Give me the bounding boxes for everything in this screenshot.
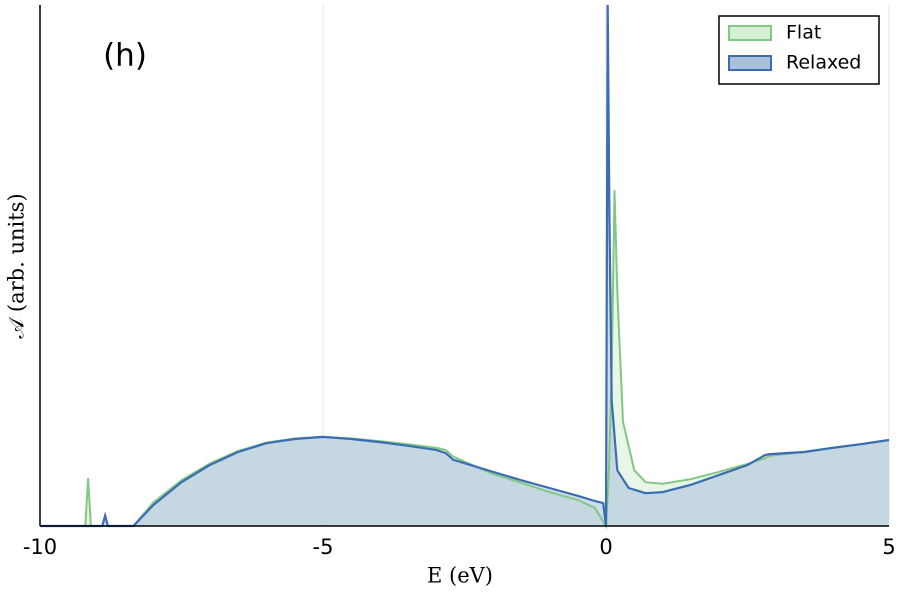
legend: Flat Relaxed (718, 15, 880, 85)
legend-label: Flat (786, 22, 821, 44)
legend-swatch (728, 25, 772, 41)
x-tick-label: 5 (882, 535, 895, 559)
x-tick-label: 0 (599, 535, 612, 559)
x-tick-label: -5 (313, 535, 334, 559)
legend-label: Relaxed (786, 52, 861, 74)
legend-swatch (728, 55, 772, 71)
x-axis-label: E (eV) (427, 564, 493, 588)
series-line (40, 189, 890, 530)
x-tick-label: -10 (23, 535, 57, 559)
y-axis-label: 𝒜 (arb. units) (5, 193, 29, 338)
area-fill (40, 5, 889, 526)
series-line (40, 4, 890, 528)
panel-label: (h) (103, 38, 147, 74)
